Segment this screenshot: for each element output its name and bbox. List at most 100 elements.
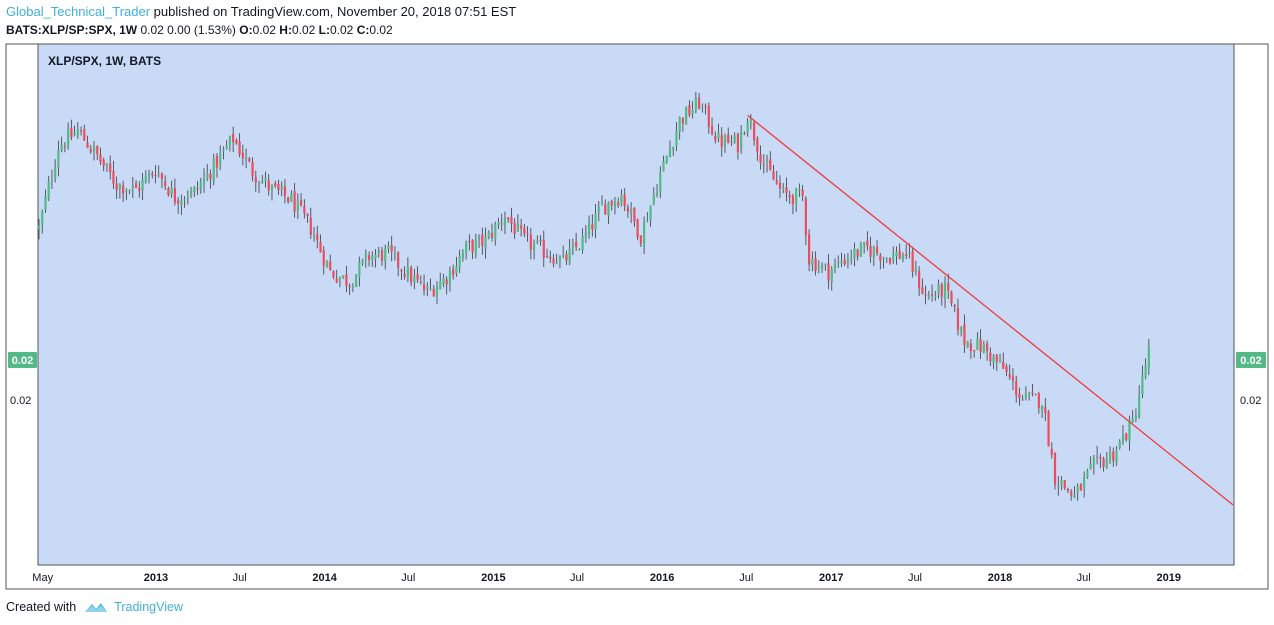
- candle-down: [274, 183, 277, 187]
- candle-up: [717, 133, 720, 139]
- candle-down: [1005, 366, 1008, 372]
- candle-down: [309, 217, 312, 235]
- candle-down: [681, 118, 685, 124]
- candle-up: [723, 135, 727, 147]
- candle-up: [44, 197, 47, 210]
- candle-down: [956, 307, 960, 331]
- candle-down: [293, 191, 296, 212]
- candle-up: [782, 187, 785, 190]
- candle-down: [1102, 458, 1105, 467]
- candle-down: [79, 130, 83, 132]
- candle-down: [788, 194, 791, 198]
- x-tick-label: Jul: [233, 572, 247, 584]
- candle-down: [775, 180, 778, 184]
- candle-down: [432, 288, 435, 296]
- candle-up: [426, 286, 429, 289]
- candle-up: [374, 254, 377, 259]
- close-label: C:: [356, 23, 370, 37]
- candle-up: [659, 173, 662, 192]
- candle-down: [510, 217, 513, 224]
- candle-down: [869, 245, 872, 257]
- candle-down: [1099, 456, 1102, 459]
- candle-down: [529, 235, 532, 250]
- candle-down: [924, 293, 927, 296]
- candle-up: [649, 205, 652, 221]
- x-tick-label: Jul: [739, 572, 753, 584]
- candle-down: [115, 183, 118, 191]
- candle-down: [604, 204, 607, 215]
- author-link[interactable]: Global_Technical_Trader: [6, 4, 151, 19]
- candle-down: [390, 245, 393, 252]
- candle-down: [985, 343, 989, 352]
- candle-up: [895, 252, 898, 256]
- candle-down: [921, 287, 924, 294]
- candle-down: [1112, 451, 1115, 461]
- candle-up: [351, 286, 354, 289]
- chart-title: XLP/SPX, 1W, BATS: [48, 54, 161, 68]
- candle-down: [1047, 411, 1050, 447]
- candle-up: [846, 258, 850, 263]
- candle-up: [1092, 457, 1095, 465]
- candle-down: [756, 138, 759, 153]
- candle-down: [753, 122, 756, 141]
- candle-up: [966, 341, 969, 348]
- candle-down: [445, 279, 448, 285]
- right-price-badge-text: 0.02: [1240, 355, 1261, 367]
- x-tick-label: Jul: [570, 572, 584, 584]
- candle-down: [1063, 479, 1066, 489]
- candle-up: [170, 187, 173, 195]
- candle-down: [89, 149, 92, 152]
- candle-up: [927, 295, 930, 298]
- candle-down: [1037, 393, 1040, 409]
- candle-down: [778, 182, 782, 189]
- candle-down: [866, 240, 869, 247]
- candle-up: [1118, 441, 1121, 449]
- candle-up: [908, 252, 911, 254]
- candle-down: [888, 258, 892, 264]
- candle-down: [1008, 374, 1011, 378]
- candle-up: [662, 160, 665, 172]
- candle-down: [772, 171, 775, 180]
- candle-down: [380, 250, 384, 262]
- candle-up: [280, 186, 283, 190]
- candle-down: [953, 304, 956, 307]
- candle-up: [429, 288, 432, 290]
- candle-up: [798, 189, 801, 191]
- trendline[interactable]: [747, 114, 1234, 506]
- candle-up: [1144, 365, 1147, 378]
- candle-up: [371, 256, 374, 261]
- candle-up: [186, 197, 189, 200]
- candle-down: [843, 259, 846, 265]
- candle-up: [532, 243, 536, 251]
- candle-up: [57, 150, 60, 168]
- candle-up: [361, 259, 364, 264]
- candle-down: [209, 173, 212, 180]
- candle-down: [973, 350, 976, 352]
- left-y-tick-label: 0.02: [10, 395, 31, 407]
- candle-up: [795, 188, 798, 204]
- low-value: 0.02: [329, 23, 354, 37]
- candle-up: [882, 257, 885, 259]
- plot-area[interactable]: [37, 43, 1235, 566]
- candle-up: [484, 236, 487, 249]
- candle-up: [413, 276, 416, 283]
- candle-down: [552, 258, 555, 264]
- candle-down: [720, 135, 723, 147]
- candle-up: [461, 252, 464, 259]
- candle-down: [791, 195, 795, 205]
- candle-up: [503, 218, 507, 226]
- candle-down: [83, 129, 86, 141]
- candle-up: [655, 192, 659, 196]
- high-label: H:: [279, 23, 292, 37]
- candle-up: [312, 236, 316, 238]
- open-value: 0.02: [252, 23, 276, 37]
- candle-down: [762, 164, 765, 166]
- tradingview-brand[interactable]: TradingView: [84, 598, 183, 616]
- candle-up: [620, 194, 623, 205]
- symbol-info: BATS:XLP/SP:SPX, 1W 0.02 0.00 (1.53%) O:…: [6, 22, 393, 38]
- close-value: 0.02: [369, 23, 393, 37]
- candle-down: [112, 170, 115, 184]
- candle-down: [468, 240, 471, 242]
- candle-up: [934, 295, 937, 297]
